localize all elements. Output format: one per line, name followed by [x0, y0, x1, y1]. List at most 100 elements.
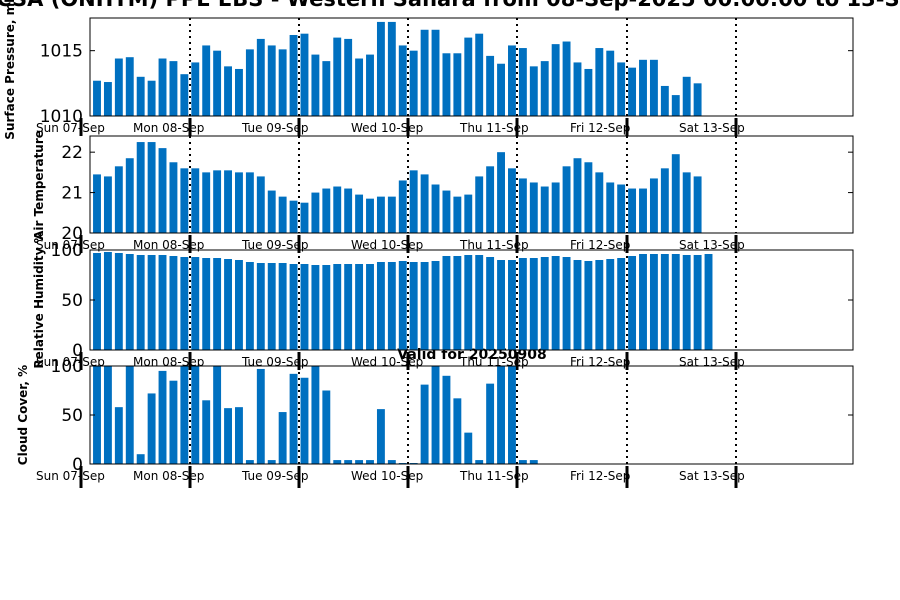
bar [660, 85, 669, 116]
bar [431, 261, 440, 350]
day-label: Sat 13-Sep [679, 238, 745, 252]
bar [398, 261, 407, 350]
bar [103, 252, 112, 350]
bar [267, 190, 276, 233]
day-label: Tue 09-Sep [241, 238, 309, 252]
bar [256, 368, 265, 464]
bar [693, 83, 702, 116]
bar [147, 393, 156, 464]
bar [180, 257, 189, 350]
bar [660, 168, 669, 233]
bar [453, 398, 462, 464]
bar [289, 200, 298, 233]
bar [529, 460, 538, 464]
bar [289, 264, 298, 350]
bar [486, 55, 495, 116]
bar [398, 180, 407, 233]
bar [453, 256, 462, 350]
bar [278, 263, 287, 350]
bar [180, 74, 189, 116]
bar [442, 190, 451, 233]
bar [289, 34, 298, 116]
bar [551, 44, 560, 116]
bar [442, 375, 451, 464]
y-axis-label: Air Temperature [32, 130, 46, 240]
bar [617, 258, 626, 350]
day-label: Sun 07-Sep [36, 121, 105, 135]
bar [224, 170, 232, 233]
bar [300, 33, 309, 116]
bar [420, 262, 429, 350]
bar [464, 432, 473, 464]
y-axis-label: Relative Humidity % [32, 231, 46, 368]
bar [409, 50, 418, 116]
bar [191, 168, 200, 233]
bar [355, 58, 364, 116]
bar [103, 176, 112, 233]
bar [147, 80, 156, 116]
bar [475, 255, 484, 350]
bar [158, 58, 167, 116]
bar [497, 152, 505, 233]
day-label: Fri 12-Sep [570, 121, 630, 135]
valid-date-label: Valid for 20250908 [397, 347, 546, 363]
bar [344, 38, 353, 116]
bar [671, 95, 680, 116]
bar [497, 366, 505, 464]
bar [235, 407, 243, 464]
y-tick-label: 50 [61, 406, 83, 426]
bar [562, 166, 571, 233]
bar [376, 196, 385, 233]
y-tick-label: 1010 [40, 107, 83, 127]
day-label: Thu 11-Sep [459, 238, 529, 252]
bar [671, 154, 680, 233]
day-label: Sat 13-Sep [679, 121, 745, 135]
bar [617, 62, 626, 116]
bar [693, 255, 702, 350]
bar [409, 170, 418, 233]
bar [256, 38, 265, 116]
bar [136, 142, 145, 233]
bar [169, 162, 178, 233]
bar [245, 262, 254, 350]
bar [387, 196, 396, 233]
bar [649, 254, 658, 350]
bar [376, 262, 385, 350]
bar [573, 260, 582, 350]
y-tick-label: 0 [72, 455, 83, 475]
bar [486, 166, 495, 233]
bar [518, 48, 527, 116]
bar [529, 258, 538, 350]
day-label: Fri 12-Sep [570, 355, 630, 369]
bar [431, 366, 440, 464]
bar [518, 258, 527, 350]
bar [125, 366, 134, 464]
bar [267, 45, 276, 116]
y-axis-label: Surface Pressure, mb [3, 0, 17, 140]
bar [573, 62, 582, 116]
y-tick-label: 20 [61, 224, 83, 244]
bar [300, 377, 309, 464]
bar [344, 188, 353, 233]
day-label: Tue 09-Sep [241, 121, 309, 135]
bar [660, 254, 669, 350]
bar [693, 176, 702, 233]
bar [562, 257, 571, 350]
bar [256, 263, 265, 350]
panels-group: 1010 1015 Surface Pressure, mb Sun 07-Sep Mo… [3, 0, 854, 488]
bar [278, 196, 287, 233]
bar [540, 61, 549, 116]
day-label: Sat 13-Sep [679, 355, 745, 369]
bar [213, 366, 222, 464]
bar [486, 257, 495, 350]
day-label: Sat 13-Sep [679, 469, 745, 483]
bar [453, 196, 462, 233]
bar [235, 172, 243, 233]
y-tick-label: 22 [61, 143, 83, 163]
bar [540, 257, 549, 350]
bar [169, 61, 178, 116]
bar [245, 460, 254, 464]
bar [584, 261, 593, 350]
bar [529, 182, 538, 233]
bar [376, 21, 385, 117]
